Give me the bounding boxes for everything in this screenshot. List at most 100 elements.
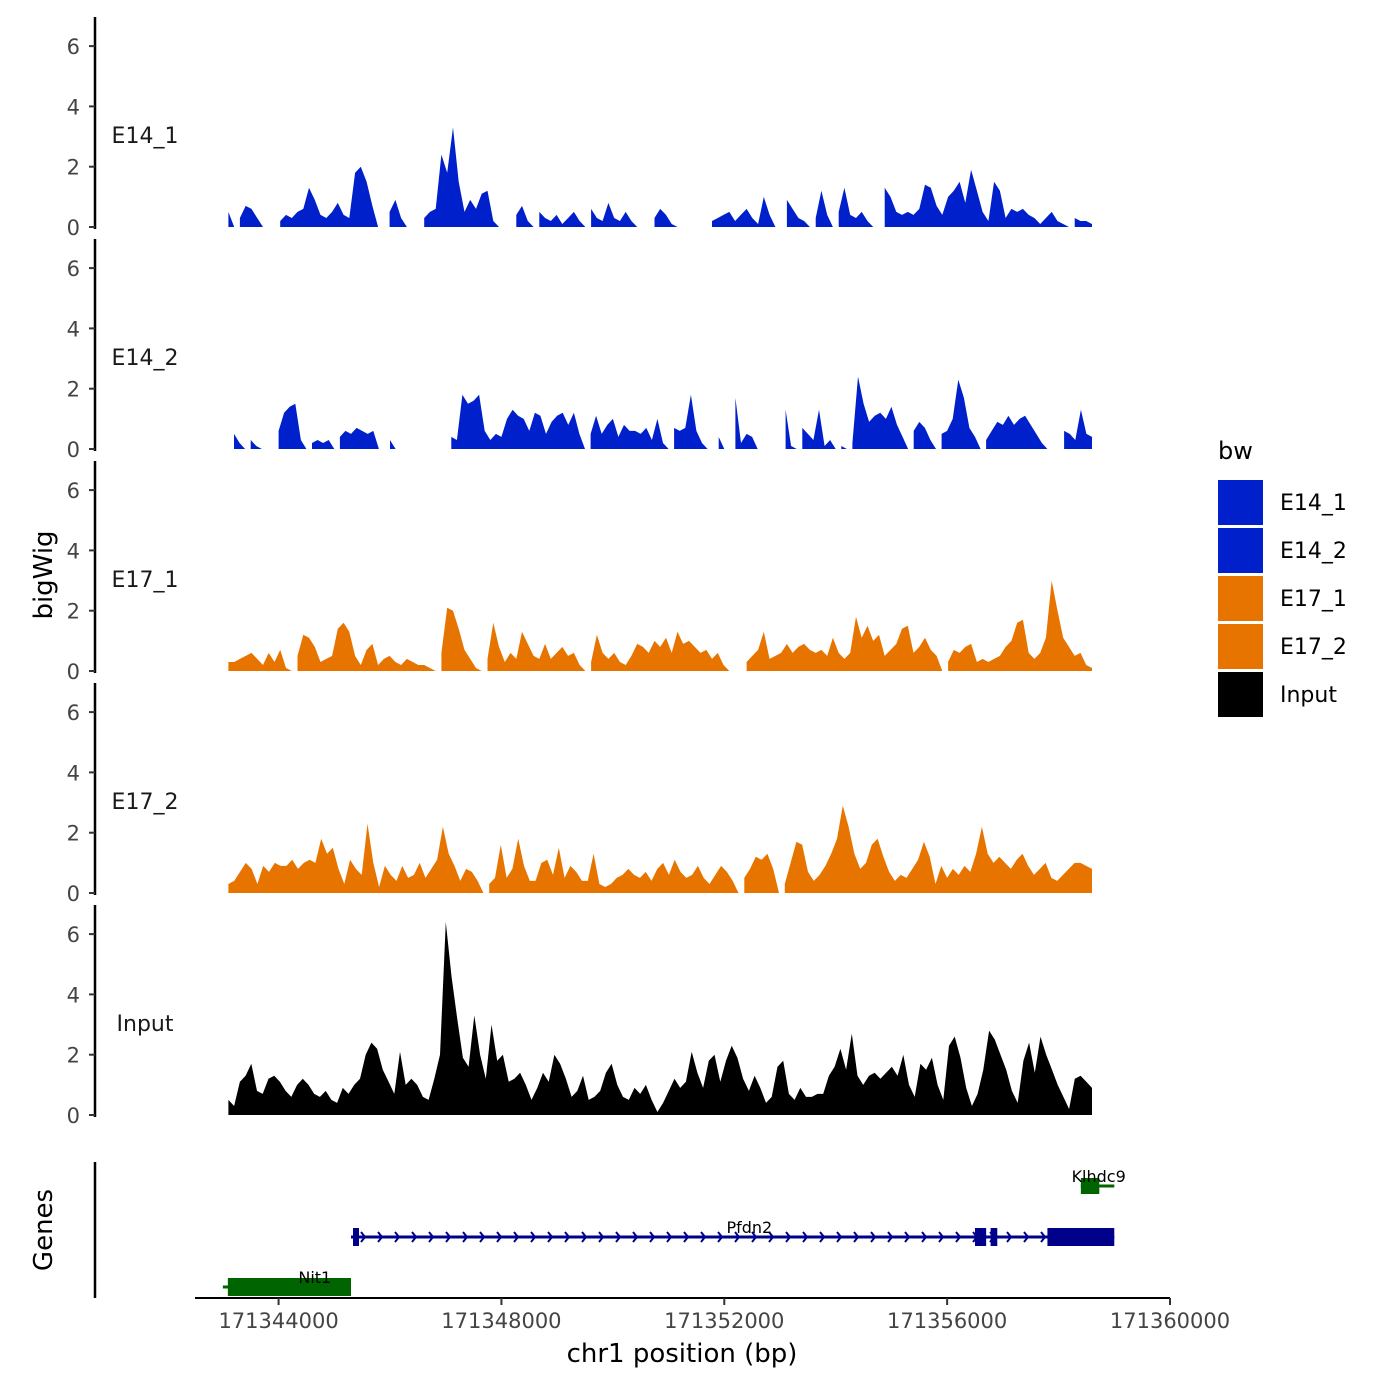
gene-exon: [1047, 1228, 1115, 1246]
strand-chevron: [564, 1231, 571, 1243]
y-tick-label: 2: [67, 822, 80, 846]
coverage-area-Input: [228, 922, 1092, 1115]
strand-chevron: [479, 1231, 486, 1243]
track-label-Input: Input: [117, 1012, 174, 1037]
strand-chevron: [955, 1231, 962, 1243]
gene-exon: [1080, 1178, 1100, 1194]
strand-chevron: [921, 1231, 928, 1243]
strand-chevron: [394, 1231, 401, 1243]
gene-nit1: Nit1: [222, 1268, 351, 1296]
strand-chevron: [581, 1231, 588, 1243]
genes-track: Genes Klhdc9 Pfdn2 Nit1: [29, 1162, 1126, 1298]
y-tick-label: 4: [67, 95, 80, 119]
strand-chevron: [462, 1231, 469, 1243]
legend-swatch: [1218, 528, 1263, 573]
gene-exon: [990, 1228, 998, 1246]
coverage-area-E17_1: [228, 580, 1092, 671]
strand-chevron: [700, 1231, 707, 1243]
strand-chevron: [360, 1231, 367, 1243]
strand-chevron: [530, 1231, 537, 1243]
track-Input: 0 2 4 6 Input: [67, 905, 1092, 1128]
track-label-E14_2: E14_2: [112, 346, 179, 371]
y-tick-label: 2: [67, 156, 80, 180]
x-tick-label: 171352000: [664, 1309, 784, 1333]
y-tick-label: 6: [67, 257, 80, 281]
legend-items: E14_1 E14_2 E17_1 E17_2 Input: [1218, 480, 1347, 717]
genes-axis-title: Genes: [29, 1189, 59, 1271]
strand-chevron: [768, 1231, 775, 1243]
strand-chevron: [853, 1231, 860, 1243]
y-tick-label: 0: [67, 660, 80, 684]
strand-chevron: [785, 1231, 792, 1243]
track-E17_2: 0 2 4 6 E17_2: [67, 683, 1092, 906]
y-tick-label: 0: [67, 438, 80, 462]
legend-label: E17_1: [1280, 587, 1347, 612]
y-tick-label: 0: [67, 216, 80, 240]
strand-chevron: [598, 1231, 605, 1243]
strand-chevron: [819, 1231, 826, 1243]
x-tick-label: 171360000: [1110, 1309, 1230, 1333]
strand-chevron: [734, 1231, 741, 1243]
y-tick-label: 4: [67, 761, 80, 785]
legend-swatch: [1218, 624, 1263, 669]
strand-chevron: [496, 1231, 503, 1243]
track-label-E17_2: E17_2: [112, 790, 179, 815]
strand-chevron: [377, 1231, 384, 1243]
strand-chevron: [513, 1231, 520, 1243]
track-E17_1: 0 2 4 6 E17_1: [67, 461, 1092, 684]
y-tick-label: 4: [67, 317, 80, 341]
strand-chevron: [887, 1231, 894, 1243]
track-E14_1: 0 2 4 6 E14_1: [67, 17, 1092, 240]
strand-chevron: [683, 1231, 690, 1243]
coverage-area-E14_1: [228, 127, 1092, 227]
y-tick-label: 6: [67, 923, 80, 947]
track-label-E17_1: E17_1: [112, 568, 179, 593]
gene-label: Pfdn2: [726, 1218, 772, 1237]
strand-chevron: [1023, 1231, 1030, 1243]
legend-swatch: [1218, 576, 1263, 621]
y-tick-label: 6: [67, 701, 80, 725]
strand-chevron: [938, 1231, 945, 1243]
strand-chevron: [802, 1231, 809, 1243]
legend-label: E17_2: [1280, 635, 1347, 660]
coverage-area-E17_2: [228, 805, 1092, 893]
legend-label: E14_1: [1280, 491, 1347, 516]
strand-chevron: [632, 1231, 639, 1243]
strand-chevron: [666, 1231, 673, 1243]
y-tick-label: 0: [67, 882, 80, 906]
strand-chevron: [649, 1231, 656, 1243]
x-tick-label: 171356000: [887, 1309, 1007, 1333]
gene-exon: [353, 1228, 359, 1246]
y-tick-label: 2: [67, 1044, 80, 1068]
gene-label: Klhdc9: [1072, 1167, 1126, 1186]
strand-chevron: [904, 1231, 911, 1243]
gene-exon: [227, 1278, 351, 1296]
x-tick-label: 171348000: [441, 1309, 561, 1333]
track-E14_2: 0 2 4 6 E14_2: [67, 239, 1092, 462]
strand-chevron: [411, 1231, 418, 1243]
strand-chevron: [445, 1231, 452, 1243]
coverage-area-E14_2: [234, 376, 1092, 449]
gene-models: Klhdc9 Pfdn2 Nit1: [222, 1167, 1126, 1296]
x-axis-title: chr1 position (bp): [567, 1339, 798, 1369]
y-tick-label: 4: [67, 539, 80, 563]
strand-chevron: [870, 1231, 877, 1243]
y-tick-label: 0: [67, 1104, 80, 1128]
x-tick-label: 171344000: [218, 1309, 338, 1333]
strand-chevron: [751, 1231, 758, 1243]
legend-swatch: [1218, 672, 1263, 717]
legend-label: Input: [1280, 683, 1337, 708]
strand-chevron: [1006, 1231, 1013, 1243]
strand-chevron: [836, 1231, 843, 1243]
gene-exon: [975, 1228, 987, 1246]
legend-label: E14_2: [1280, 539, 1347, 564]
gene-pfdn2: Pfdn2: [351, 1218, 1115, 1246]
gene-label: Nit1: [298, 1268, 331, 1287]
y-tick-label: 6: [67, 35, 80, 59]
y-axis-title: bigWig: [29, 530, 59, 619]
y-tick-label: 6: [67, 479, 80, 503]
strand-chevron: [547, 1231, 554, 1243]
legend: bw E14_1 E14_2 E17_1 E17_2 Input: [1218, 437, 1347, 717]
legend-swatch: [1218, 480, 1263, 525]
